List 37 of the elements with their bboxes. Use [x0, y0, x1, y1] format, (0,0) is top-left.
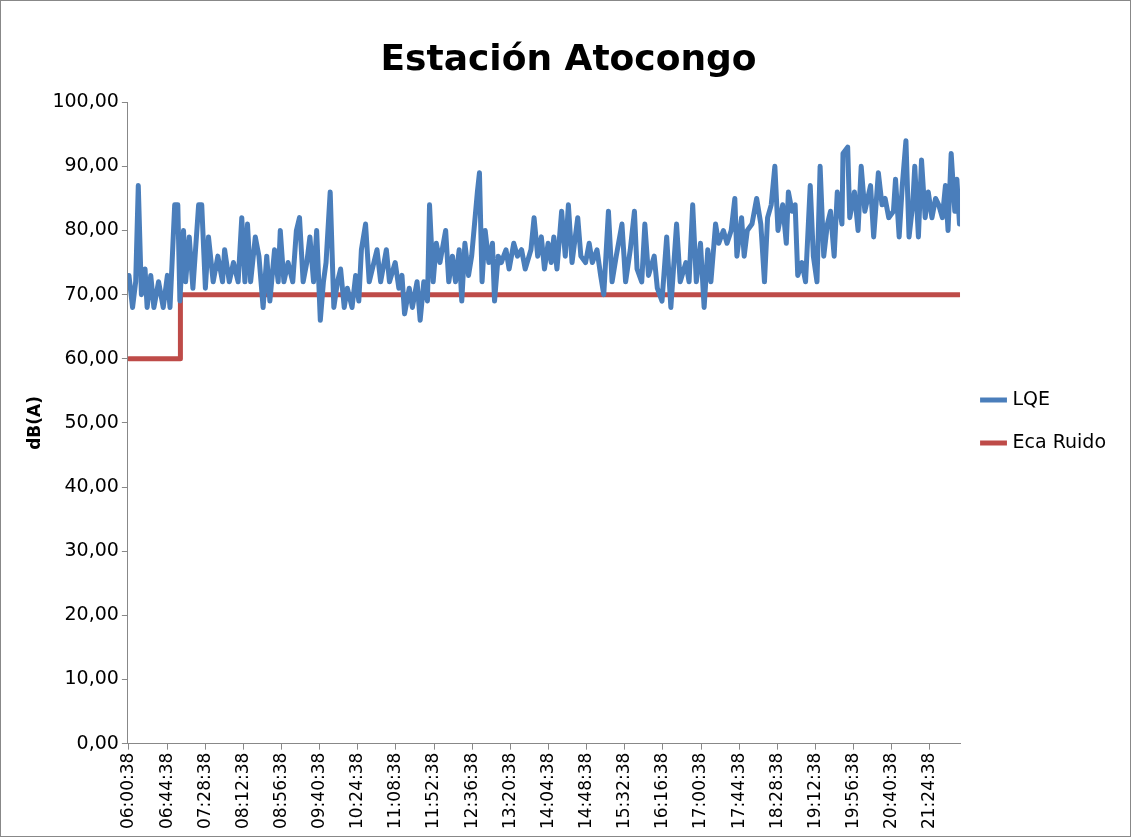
x-tick-label: 08:12:38: [231, 752, 252, 830]
x-tick-label: 15:32:38: [613, 752, 634, 830]
y-tick-label: 100,00: [52, 89, 119, 112]
x-tick-label: 06:44:38: [155, 752, 176, 830]
x-tick-label: 18:28:38: [765, 752, 786, 830]
x-tick-label: 14:04:38: [536, 752, 557, 830]
y-tick-label: 30,00: [64, 538, 119, 561]
x-tick-label: 08:56:38: [269, 752, 290, 830]
x-tick-label: 11:52:38: [422, 752, 443, 830]
y-axis-title: dB(A): [23, 396, 44, 450]
x-tick-label: 10:24:38: [346, 752, 367, 830]
y-tick-label: 0,00: [76, 730, 119, 753]
y-tick-label: 60,00: [64, 345, 119, 368]
x-tick-label: 21:24:38: [918, 752, 939, 830]
x-tick-label: 20:40:38: [880, 752, 901, 830]
y-tick-label: 40,00: [64, 474, 119, 497]
x-tick-label: 06:00:38: [117, 752, 138, 830]
x-tick-label: 19:56:38: [842, 752, 863, 830]
y-tick-label: 70,00: [64, 281, 119, 304]
x-tick-label: 17:44:38: [727, 752, 748, 830]
legend-label: Eca Ruido: [1012, 429, 1107, 452]
x-tick-label: 17:00:38: [689, 752, 710, 830]
y-tick-label: 90,00: [64, 153, 119, 176]
y-tick-label: 10,00: [64, 666, 119, 689]
x-tick-label: 19:12:38: [803, 752, 824, 830]
x-tick-label: 09:40:38: [308, 752, 329, 830]
x-tick-label: 13:20:38: [498, 752, 519, 830]
x-tick-label: 11:08:38: [384, 752, 405, 830]
x-tick-label: 14:48:38: [575, 752, 596, 830]
chart-title: Estación Atocongo: [380, 36, 757, 78]
x-tick-label: 16:16:38: [651, 752, 672, 830]
x-tick-label: 07:28:38: [193, 752, 214, 830]
y-tick-label: 50,00: [64, 409, 119, 432]
y-tick-label: 80,00: [64, 217, 119, 240]
x-tick-label: 12:36:38: [460, 752, 481, 830]
legend-label: LQE: [1012, 386, 1051, 409]
y-tick-label: 20,00: [64, 602, 119, 625]
